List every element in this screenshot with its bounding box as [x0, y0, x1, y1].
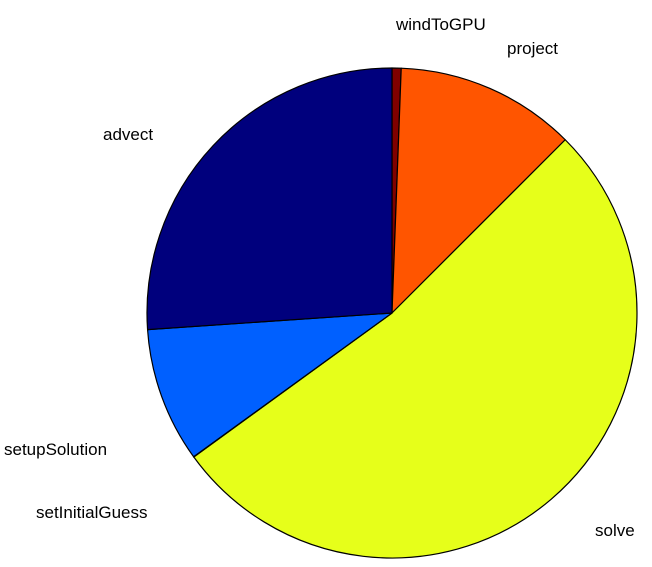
slice-label-solve: solve — [595, 521, 635, 540]
slice-label-windToGPU: windToGPU — [395, 15, 486, 34]
slice-label-project: project — [507, 39, 558, 58]
slice-setupSolution — [146, 312, 393, 458]
slice-label-setInitialGuess: setInitialGuess — [36, 503, 148, 522]
pie-labels: windToGPU project solve setInitialGuess … — [4, 15, 635, 540]
slice-solve — [193, 139, 638, 559]
slice-project — [391, 67, 566, 314]
pie-slices — [146, 67, 638, 559]
slice-label-setupSolution: setupSolution — [4, 440, 107, 459]
slice-label-advect: advect — [103, 125, 153, 144]
slice-advect — [146, 67, 393, 331]
